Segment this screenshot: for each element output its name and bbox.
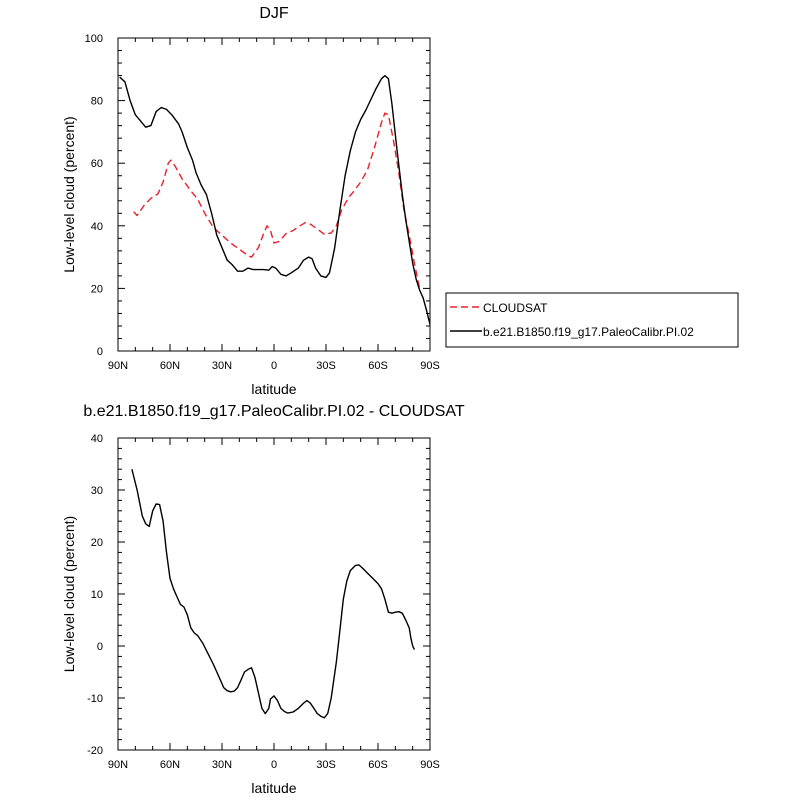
y-tick-label: 100 <box>85 33 103 45</box>
y-tick-label: 80 <box>91 96 103 108</box>
x-axis-label: latitude <box>251 780 296 796</box>
y-tick-label: 60 <box>91 158 103 170</box>
legend-box <box>445 292 739 348</box>
chart-panel-2: 90N 60N 30N 0 30S 60S 90S -20 -10 0 10 20 30 40 b.e21.… <box>61 403 465 796</box>
y-tick-label: 0 <box>97 346 103 358</box>
legend-label-1: CLOUDSAT <box>483 301 548 315</box>
y-tick-label: 20 <box>91 283 103 295</box>
legend: CLOUDSAT b.e21.B1850.f19_g17.PaleoCalibr.… <box>445 292 739 348</box>
x-tick-label: 60S <box>368 360 388 372</box>
x-tick-label: 0 <box>271 360 277 372</box>
x-tick-label: 90N <box>108 759 128 771</box>
x-axis-label: latitude <box>251 381 296 397</box>
x-tick-label: 0 <box>271 759 277 771</box>
x-tick-label: 90N <box>108 360 128 372</box>
x-tick-label: 30S <box>316 360 336 372</box>
series-line-1 <box>131 469 416 719</box>
y-tick-label: 20 <box>91 537 103 549</box>
y-tick-label: 10 <box>91 589 103 601</box>
x-tick-label: 90S <box>420 759 440 771</box>
x-tick-label: 60N <box>160 360 180 372</box>
x-tick-label: 60S <box>368 759 388 771</box>
plot-frame <box>117 37 431 352</box>
y-tick-label: 40 <box>91 433 103 445</box>
y-tick-label: 40 <box>91 221 103 233</box>
y-tick-label: -10 <box>87 693 103 705</box>
y-tick-label: 30 <box>91 485 103 497</box>
y-tick-label: -20 <box>87 745 103 757</box>
x-tick-label: 30N <box>212 759 232 771</box>
y-axis-label: Low-level cloud (percent) <box>61 116 77 272</box>
y-axis-label: Low-level cloud (percent) <box>61 516 77 672</box>
chart-title: DJF <box>259 5 289 22</box>
chart-title: b.e21.B1850.f19_g17.PaleoCalibr.PI.02 - … <box>83 403 464 420</box>
y-tick-label: 0 <box>97 641 103 653</box>
legend-label-2: b.e21.B1850.f19_g17.PaleoCalibr.PI.02 <box>483 325 694 339</box>
x-tick-label: 60N <box>160 759 180 771</box>
x-tick-label: 90S <box>420 360 440 372</box>
chart-panel-1: 90N 60N 30N 0 30S 60S 90S 0 20 40 60 80 100 DJF latitu… <box>61 5 739 397</box>
series-line-2 <box>119 74 431 325</box>
x-tick-label: 30S <box>316 759 336 771</box>
series-line-1 <box>133 112 421 289</box>
x-tick-label: 30N <box>212 360 232 372</box>
